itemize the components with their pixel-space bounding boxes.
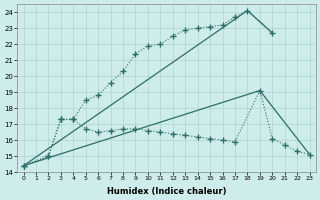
X-axis label: Humidex (Indice chaleur): Humidex (Indice chaleur) [107,187,226,196]
